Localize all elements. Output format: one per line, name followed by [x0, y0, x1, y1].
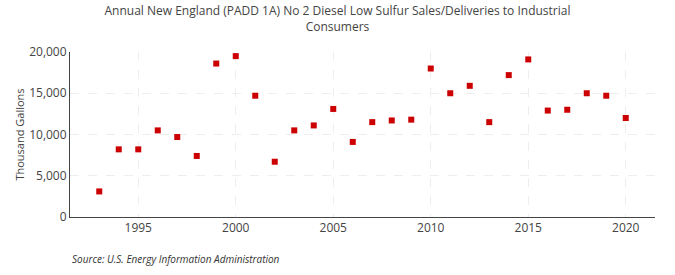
- svg-text:Source: U.S. Energy Informatio: Source: U.S. Energy Information Administ…: [72, 252, 280, 266]
- svg-text:2015: 2015: [515, 219, 543, 236]
- svg-text:0: 0: [60, 208, 67, 225]
- svg-text:20,000: 20,000: [29, 43, 67, 60]
- svg-text:15,000: 15,000: [29, 84, 67, 101]
- svg-text:Annual New England (PADD 1A) N: Annual New England (PADD 1A) No 2 Diesel…: [105, 2, 571, 35]
- svg-text:2000: 2000: [222, 219, 250, 236]
- svg-text:2010: 2010: [417, 219, 445, 236]
- svg-text:2020: 2020: [612, 219, 640, 236]
- svg-text:10,000: 10,000: [29, 126, 67, 143]
- svg-text:2005: 2005: [320, 219, 348, 236]
- svg-text:1995: 1995: [125, 219, 153, 236]
- svg-text:Thousand Gallons: Thousand Gallons: [12, 88, 27, 180]
- svg-text:5,000: 5,000: [36, 167, 67, 184]
